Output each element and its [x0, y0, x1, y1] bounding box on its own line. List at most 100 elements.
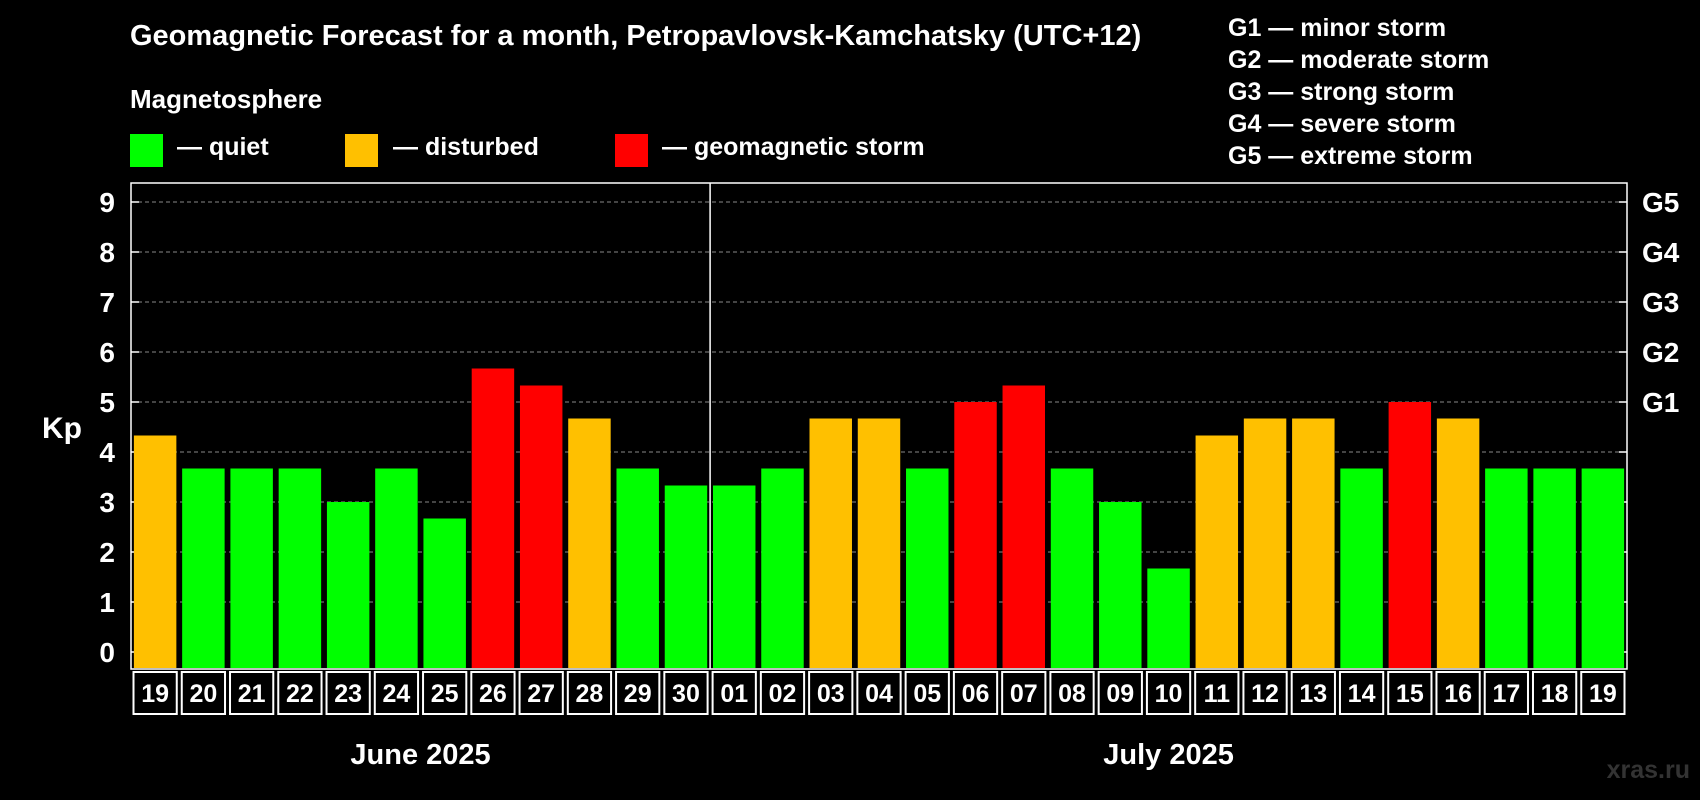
bar-19	[1581, 468, 1625, 668]
day-label: 16	[1444, 680, 1472, 708]
day-box	[518, 671, 564, 715]
day-label: 05	[913, 680, 941, 708]
day-label: 09	[1106, 680, 1134, 708]
chart-title: Geomagnetic Forecast for a month, Petrop…	[130, 20, 1142, 52]
day-label: 12	[1251, 680, 1279, 708]
legend-label-quiet: — quiet	[177, 133, 269, 161]
day-label: 14	[1348, 680, 1376, 708]
day-label: 30	[672, 680, 700, 708]
day-box	[952, 671, 999, 715]
bar-12	[1243, 418, 1287, 668]
bar-20	[182, 468, 225, 668]
day-label: 23	[334, 680, 362, 708]
bar-06	[954, 402, 997, 668]
day-label: 04	[865, 680, 893, 708]
day-label: 29	[624, 680, 652, 708]
y-tick-label: 0	[99, 637, 115, 668]
storm-scale-g5: G5 — extreme storm	[1228, 142, 1473, 170]
day-label: 13	[1299, 680, 1327, 708]
right-axis-label: G2	[1642, 337, 1679, 368]
bar-11	[1195, 435, 1239, 668]
day-box	[615, 671, 661, 715]
storm-scale-g2: G2 — moderate storm	[1228, 46, 1490, 74]
month-label-july: July 2025	[1103, 739, 1234, 771]
day-box	[1194, 671, 1240, 715]
bar-25	[423, 518, 466, 668]
bar-17	[1485, 468, 1528, 668]
y-tick-label: 2	[99, 537, 115, 568]
day-label: 21	[238, 680, 266, 708]
day-box	[470, 671, 516, 715]
bar-27	[519, 385, 563, 668]
day-label: 18	[1541, 680, 1569, 708]
day-label: 19	[1589, 680, 1617, 708]
day-box	[1145, 671, 1192, 715]
y-tick-label: 3	[99, 487, 115, 518]
day-box	[422, 671, 468, 715]
day-box	[711, 671, 757, 715]
bar-05	[906, 468, 949, 668]
bar-30	[664, 485, 708, 668]
legend-label-disturbed: — disturbed	[393, 133, 539, 161]
day-box	[180, 671, 227, 715]
bar-24	[375, 468, 418, 668]
day-label: 03	[817, 680, 845, 708]
bar-19	[133, 435, 177, 668]
legend-swatch-storm	[615, 134, 648, 167]
legend-label-storm: — geomagnetic storm	[662, 133, 925, 161]
day-label: 08	[1058, 680, 1086, 708]
bar-29	[616, 468, 659, 668]
day-box	[1435, 671, 1481, 715]
day-box	[132, 671, 178, 715]
bar-09	[1099, 502, 1142, 668]
day-label: 26	[479, 680, 507, 708]
plot-frame	[130, 182, 1628, 670]
bar-10	[1147, 568, 1190, 668]
bar-01	[712, 485, 756, 668]
day-label: 28	[576, 680, 604, 708]
legend-heading: Magnetosphere	[130, 84, 323, 114]
month-label-june: June 2025	[350, 739, 490, 771]
storm-scale-g4: G4 — severe storm	[1228, 110, 1456, 138]
y-tick-label: 9	[99, 187, 115, 218]
day-box	[856, 671, 902, 715]
day-label: 22	[286, 680, 314, 708]
day-label: 15	[1396, 680, 1424, 708]
day-box	[1242, 671, 1288, 715]
bar-03	[809, 418, 852, 668]
day-box	[373, 671, 420, 715]
right-axis-label: G1	[1642, 387, 1679, 418]
day-box	[1483, 671, 1529, 715]
bar-28	[568, 418, 611, 668]
day-label: 24	[383, 680, 411, 708]
day-box	[1387, 671, 1433, 715]
day-box	[1097, 671, 1143, 715]
bar-26	[471, 368, 515, 668]
day-label: 20	[189, 680, 217, 708]
y-tick-label: 4	[99, 437, 115, 468]
day-box	[663, 671, 709, 715]
bar-18	[1533, 468, 1576, 668]
y-tick-label: 1	[99, 587, 115, 618]
day-box	[1001, 671, 1047, 715]
day-label: 27	[527, 680, 555, 708]
bar-02	[761, 468, 804, 668]
day-box	[808, 671, 854, 715]
day-label: 11	[1204, 680, 1231, 708]
y-tick-label: 5	[99, 387, 115, 418]
day-box	[1290, 671, 1336, 715]
day-box	[1338, 671, 1385, 715]
day-box	[566, 671, 613, 715]
bar-16	[1436, 418, 1480, 668]
day-box	[277, 671, 323, 715]
right-axis-label: G5	[1642, 187, 1679, 218]
bar-13	[1292, 418, 1335, 668]
bar-08	[1050, 468, 1094, 668]
bar-21	[230, 468, 273, 668]
day-box	[229, 671, 275, 715]
bar-14	[1340, 468, 1383, 668]
day-box	[325, 671, 371, 715]
storm-scale-g3: G3 — strong storm	[1228, 78, 1455, 106]
right-axis-label: G3	[1642, 287, 1679, 318]
